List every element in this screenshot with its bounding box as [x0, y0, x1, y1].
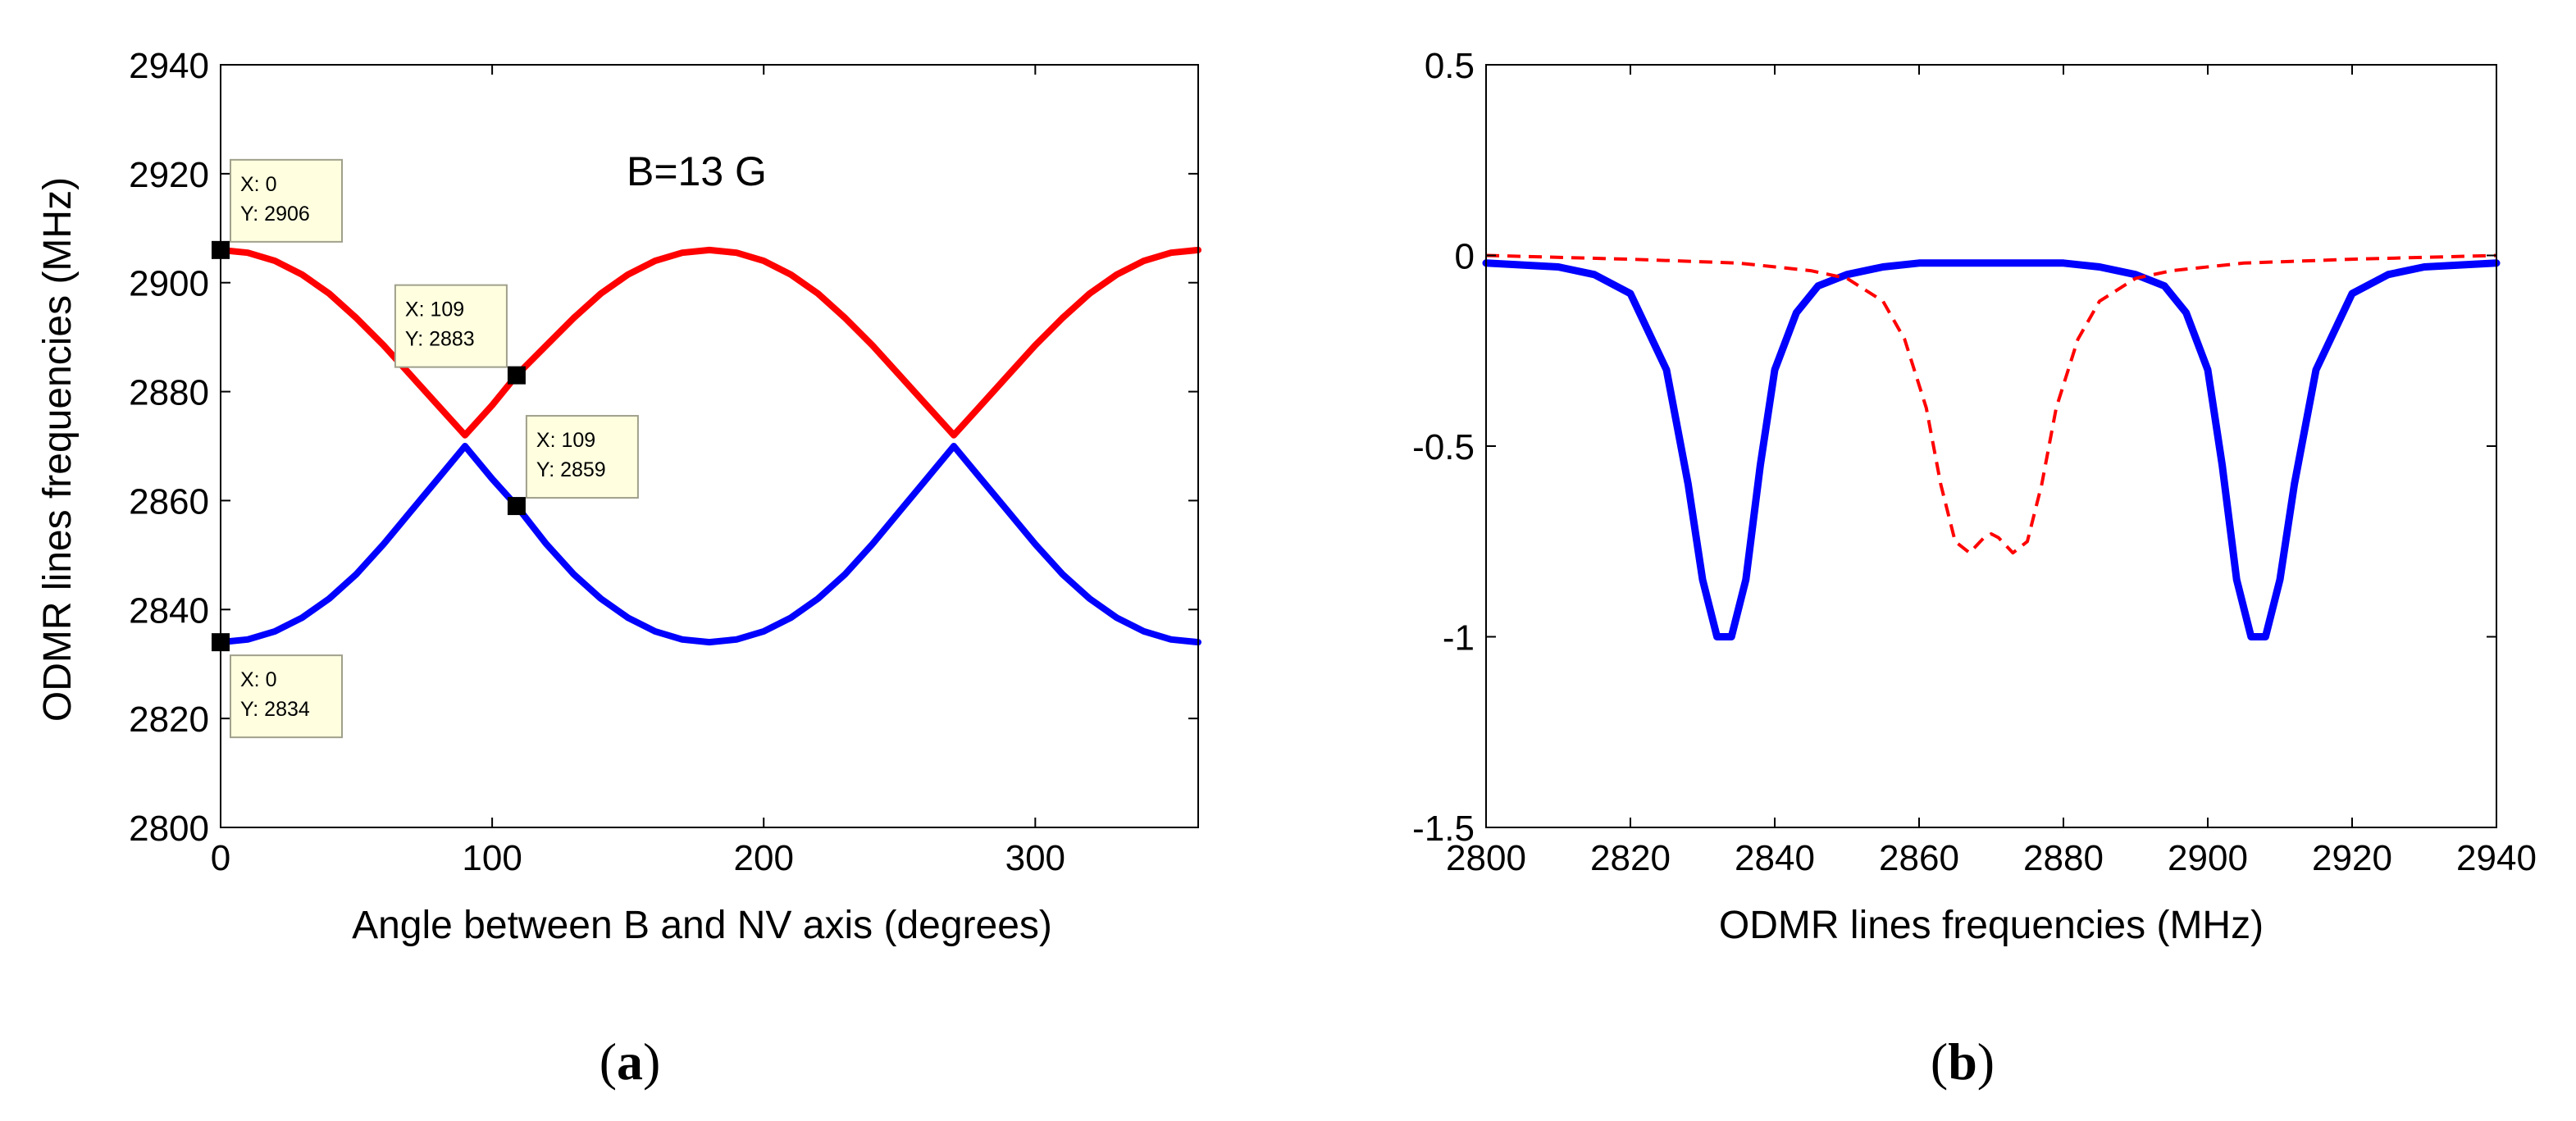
panel-a-y-tick-label: 2920: [129, 155, 209, 195]
panel-b-series-group: [1482, 253, 2501, 640]
panel-b-y-tick-label: -1: [1443, 618, 1475, 658]
datatip-y-text: Y: 2883: [405, 328, 475, 351]
datatip-box: [394, 284, 508, 368]
datatip-marker[interactable]: [507, 497, 526, 516]
datatip-x-text: X: 109: [536, 429, 595, 452]
datatip[interactable]: X: 109 Y: 2859: [525, 415, 639, 499]
panel-a: 0 100 200 300 2800 2820 2840 2860 2880 2900 2920 29…: [36, 46, 1201, 1091]
panel-b-x-tick-label: 2820: [1590, 838, 1671, 878]
datatip-x-text: X: 109: [405, 298, 464, 321]
panel-a-x-tick-label: 200: [734, 838, 794, 878]
panel-b-x-tick-label: 2880: [2023, 838, 2104, 878]
datatip-box: [230, 654, 343, 739]
panel-b-x-axis-title: ODMR lines frequencies (MHz): [1719, 904, 2264, 947]
datatip[interactable]: X: 0 Y: 2834: [230, 654, 343, 739]
datatip[interactable]: X: 0 Y: 2906: [230, 158, 343, 243]
panel-b-caption-letter: b: [1948, 1032, 1977, 1091]
panel-b-series-solid-blue-spectrum: [1482, 259, 2501, 640]
datatip-x-text: X: 0: [240, 173, 276, 196]
panel-a-y-tick-label: 2800: [129, 809, 209, 849]
panel-a-y-tick-label: 2900: [129, 264, 209, 304]
panel-a-y-tick-label: 2820: [129, 699, 209, 740]
panel-a-series-lower-line: [217, 443, 1201, 646]
datatip-marker[interactable]: [507, 366, 526, 385]
datatip-box: [230, 158, 343, 243]
panel-b-ticks: 2800 2820 2840 2860 2880 2900 2920 2940 0.5 0 -0.5…: [1412, 46, 2537, 878]
panel-b-x-tick-label: 2800: [1446, 838, 1526, 878]
panel-a-caption: (a): [600, 1032, 661, 1091]
panel-a-ticks: 0 100 200 300 2800 2820 2840 2860 2880 2900 2920 29…: [129, 46, 1198, 878]
panel-b-y-tick-label: 0: [1455, 237, 1475, 277]
panel-b-x-tick-label: 2900: [2168, 838, 2248, 878]
datatip-box: [525, 415, 639, 499]
panel-b-series-dashed-red-spectrum: [1485, 253, 2497, 555]
panel-b-caption: (b): [1931, 1032, 1995, 1091]
panel-a-x-tick-label: 100: [462, 838, 522, 878]
datatip-x-text: X: 0: [240, 668, 276, 691]
datatip-marker[interactable]: [212, 240, 230, 259]
panel-a-axes-frame: [220, 64, 1199, 828]
panel-b-plot-area: [1486, 65, 2496, 827]
panel-a-x-axis-title: Angle between B and NV axis (degrees): [352, 904, 1052, 947]
panel-a-caption-letter: a: [617, 1032, 643, 1091]
panel-a-x-tick-label: 0: [211, 838, 230, 878]
datatip-y-text: Y: 2859: [536, 458, 606, 481]
panel-a-plot-area: [221, 65, 1198, 827]
panel-a-series-group: [217, 246, 1201, 646]
panel-b-y-tick-label: -0.5: [1412, 427, 1475, 467]
panel-a-y-axis-title: ODMR lines frequencies (MHz): [36, 177, 80, 722]
panel-a-y-tick-label: 2940: [129, 46, 209, 86]
datatip[interactable]: X: 109 Y: 2883: [394, 284, 508, 368]
panel-a-y-tick-label: 2840: [129, 590, 209, 631]
panel-a-y-tick-label: 2880: [129, 373, 209, 413]
panel-b-x-tick-label: 2860: [1879, 838, 1959, 878]
field-annotation: B=13 G: [627, 148, 767, 194]
panel-b-x-tick-label: 2840: [1735, 838, 1815, 878]
panel-b: 2800 2820 2840 2860 2880 2900 2920 2940 0.5 0 -0.5…: [1412, 46, 2537, 1091]
panel-b-y-tick-label: -1.5: [1412, 809, 1475, 849]
panel-a-x-tick-label: 300: [1005, 838, 1065, 878]
panel-a-y-tick-label: 2860: [129, 481, 209, 522]
datatip-marker[interactable]: [212, 633, 230, 652]
panel-b-x-tick-label: 2940: [2456, 838, 2537, 878]
panel-b-y-tick-label: 0.5: [1425, 46, 1475, 86]
panel-a-series-upper-line: [217, 246, 1201, 439]
datatip-y-text: Y: 2834: [240, 698, 310, 721]
datatip-y-text: Y: 2906: [240, 203, 310, 226]
panel-b-x-tick-label: 2920: [2312, 838, 2392, 878]
